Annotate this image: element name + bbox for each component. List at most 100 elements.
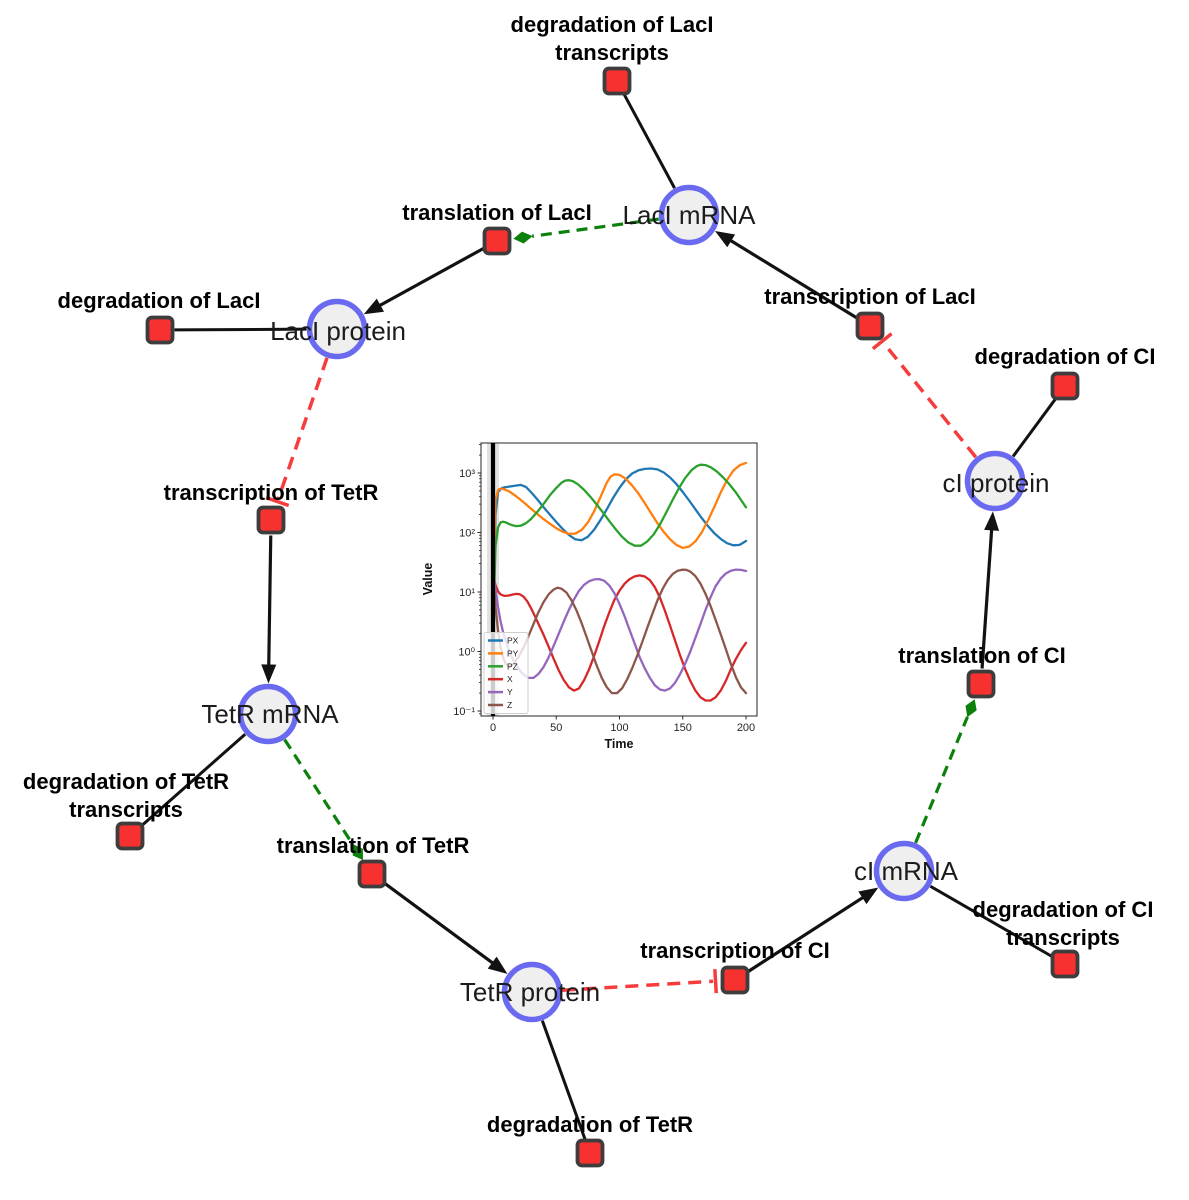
legend: PX PY PZ XYZ bbox=[483, 632, 529, 714]
arrowhead-icon bbox=[487, 956, 508, 974]
species-label-tetr-mrna: TetR mRNA bbox=[201, 699, 339, 729]
production-line bbox=[267, 535, 273, 675]
legend-label-PZ: PZ bbox=[507, 661, 518, 671]
inhibition-tbar-icon bbox=[871, 332, 893, 351]
modifier-dashed-line bbox=[531, 217, 659, 238]
nodes-layer bbox=[115, 66, 1080, 1168]
edge-ci-mrna--translation-ci bbox=[914, 699, 977, 844]
reaction-label-transcription-tetr: transcription of TetR bbox=[164, 480, 379, 505]
timecourse-chart: 0 50 100 150 20010⁻¹10⁰10¹10²10³TimeValuePXP… bbox=[421, 442, 758, 751]
reaction-node-transcription-laci[interactable] bbox=[855, 311, 885, 341]
edge-transcription-ci--ci-mrna bbox=[747, 887, 879, 973]
species-node-tetr-mrna[interactable] bbox=[237, 683, 299, 745]
legend-label-PY: PY bbox=[507, 648, 519, 658]
reaction-label-line: translation of CI bbox=[898, 643, 1065, 668]
reaction-label-deg-tetr-transcripts: degradation of TetR transcripts bbox=[23, 769, 229, 822]
reaction-label-line: transcripts bbox=[69, 797, 183, 822]
arrowhead-icon bbox=[984, 511, 1000, 531]
series-curve-PY bbox=[491, 461, 748, 617]
series-curve-X bbox=[491, 574, 748, 702]
legend-label-X: X bbox=[507, 674, 513, 684]
species-node-laci-protein[interactable] bbox=[306, 298, 368, 360]
reaction-label-deg-laci-transcripts: degradation of LacI transcripts bbox=[511, 12, 714, 65]
reaction-node-deg-laci-transcripts[interactable] bbox=[602, 66, 632, 96]
modifier-dashed-line bbox=[283, 738, 354, 846]
consumption-line bbox=[929, 884, 1054, 959]
consumption-line bbox=[139, 733, 247, 828]
reaction-label-line: degradation of LacI bbox=[511, 12, 714, 37]
reaction-node-deg-ci[interactable] bbox=[1050, 371, 1080, 401]
edge-tetr-protein--transcription-ci bbox=[562, 969, 718, 994]
edges-layer bbox=[139, 93, 1058, 1140]
species-node-ci-mrna[interactable] bbox=[873, 840, 935, 902]
reaction-node-deg-tetr-transcripts[interactable] bbox=[115, 821, 145, 851]
x-axis-label: Time bbox=[605, 737, 634, 751]
y-tick-label: 10³ bbox=[459, 468, 475, 480]
inhibition-dashed-line bbox=[562, 979, 714, 992]
consumption-line bbox=[174, 327, 307, 332]
production-line bbox=[980, 520, 994, 669]
arrowhead-icon bbox=[715, 230, 736, 248]
reaction-node-translation-laci[interactable] bbox=[482, 226, 512, 256]
edge-laci-mrna--deg-laci-transcripts bbox=[622, 93, 676, 189]
reaction-node-transcription-ci[interactable] bbox=[720, 965, 750, 995]
species-label-ci-mrna: cI mRNA bbox=[854, 856, 959, 886]
reaction-label-deg-laci: degradation of LacI bbox=[58, 288, 261, 313]
production-line bbox=[383, 881, 502, 970]
reaction-node-transcription-tetr[interactable] bbox=[256, 505, 286, 535]
reaction-label-line: translation of LacI bbox=[402, 200, 591, 225]
consumption-line bbox=[1011, 396, 1058, 458]
species-label-laci-mrna: LacI mRNA bbox=[623, 200, 757, 230]
edge-translation-laci--laci-protein bbox=[363, 247, 485, 315]
series-curve-PZ bbox=[491, 463, 748, 635]
reaction-label-line: degradation of CI bbox=[975, 344, 1156, 369]
reaction-node-deg-tetr[interactable] bbox=[575, 1138, 605, 1168]
inhibition-dashed-line bbox=[276, 357, 329, 500]
reaction-label-transcription-laci: transcription of LacI bbox=[764, 284, 975, 309]
series-curve-PX bbox=[491, 467, 748, 635]
consumption-line bbox=[622, 93, 676, 189]
edge-translation-tetr--tetr-protein bbox=[383, 881, 508, 974]
y-axis-label: Value bbox=[421, 563, 435, 596]
species-node-laci-mrna[interactable] bbox=[658, 184, 720, 246]
species-label-laci-protein: LacI protein bbox=[270, 316, 406, 346]
modifier-arrowhead-icon bbox=[965, 699, 977, 718]
edge-laci-protein--deg-laci bbox=[174, 327, 307, 332]
legend-label-PX: PX bbox=[507, 636, 519, 646]
y-tick-label: 10² bbox=[459, 528, 475, 540]
species-node-ci-protein[interactable] bbox=[964, 450, 1026, 512]
production-line bbox=[370, 247, 485, 312]
reaction-label-line: degradation of CI bbox=[973, 897, 1154, 922]
inhibition-tbar-icon bbox=[265, 495, 290, 508]
inhibition-dashed-line bbox=[882, 342, 978, 459]
reaction-node-deg-ci-transcripts[interactable] bbox=[1050, 949, 1080, 979]
edge-translation-ci--ci-protein bbox=[980, 511, 1000, 669]
x-tick-label: 0 bbox=[490, 722, 496, 734]
edge-transcription-laci--laci-mrna bbox=[715, 230, 858, 320]
modifier-dashed-line bbox=[914, 716, 969, 844]
species-label-tetr-protein: TetR protein bbox=[460, 977, 600, 1007]
reaction-label-line: degradation of TetR bbox=[487, 1112, 693, 1137]
production-line bbox=[721, 234, 858, 320]
modifier-arrowhead-icon bbox=[513, 231, 533, 244]
reaction-node-translation-tetr[interactable] bbox=[357, 859, 387, 889]
reaction-label-translation-ci: translation of CI bbox=[898, 643, 1065, 668]
reaction-label-line: degradation of TetR bbox=[23, 769, 229, 794]
edge-laci-mrna--translation-laci bbox=[513, 217, 659, 244]
edge-ci-protein--deg-ci bbox=[1011, 396, 1058, 458]
reaction-label-line: transcripts bbox=[555, 40, 669, 65]
edge-transcription-tetr--tetr-mrna bbox=[261, 535, 277, 684]
reaction-label-line: translation of TetR bbox=[277, 833, 470, 858]
species-node-tetr-protein[interactable] bbox=[501, 961, 563, 1023]
production-line bbox=[747, 891, 872, 973]
edge-ci-protein--transcription-laci bbox=[871, 332, 978, 459]
x-tick-label: 150 bbox=[674, 722, 692, 734]
reaction-node-deg-laci[interactable] bbox=[145, 315, 175, 345]
reaction-label-translation-tetr: translation of TetR bbox=[277, 833, 470, 858]
legend-label-Z: Z bbox=[507, 700, 512, 710]
y-tick-label: 10⁰ bbox=[458, 647, 475, 659]
reaction-label-transcription-ci: transcription of CI bbox=[640, 938, 829, 963]
edge-laci-protein--transcription-tetr bbox=[265, 357, 329, 508]
reaction-node-translation-ci[interactable] bbox=[966, 669, 996, 699]
